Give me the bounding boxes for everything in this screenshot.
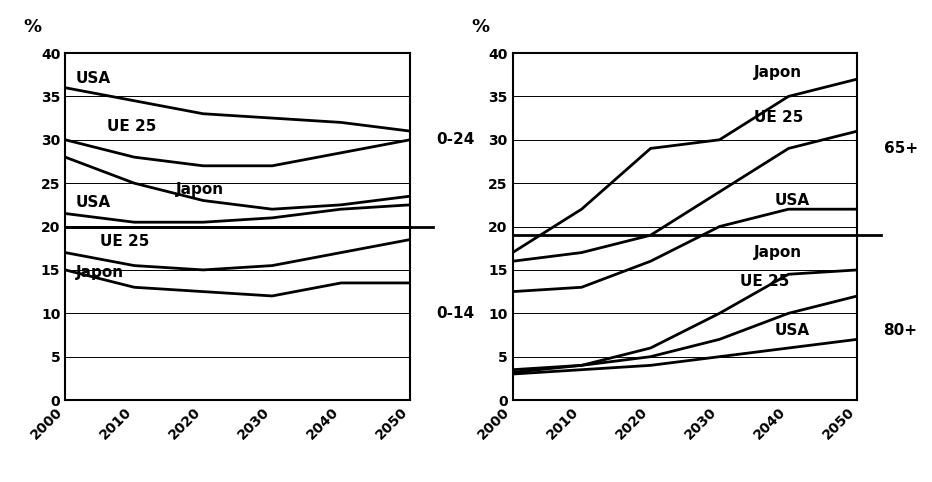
Text: %: % (24, 18, 42, 36)
Text: UE 25: UE 25 (100, 234, 149, 249)
Text: Japon: Japon (75, 265, 124, 280)
Text: %: % (472, 18, 489, 36)
Text: USA: USA (774, 323, 810, 338)
Text: Japon: Japon (754, 66, 802, 80)
Text: 65+: 65+ (884, 141, 918, 156)
Text: 0-14: 0-14 (436, 306, 474, 321)
Text: USA: USA (75, 71, 111, 86)
Text: USA: USA (774, 193, 810, 208)
Text: Japon: Japon (754, 245, 802, 260)
Text: UE 25: UE 25 (740, 274, 789, 289)
Text: USA: USA (75, 196, 111, 211)
Text: 80+: 80+ (884, 323, 917, 338)
Text: Japon: Japon (175, 182, 224, 197)
Text: UE 25: UE 25 (106, 119, 156, 134)
Text: 0-24: 0-24 (436, 132, 474, 147)
Text: UE 25: UE 25 (754, 110, 803, 125)
